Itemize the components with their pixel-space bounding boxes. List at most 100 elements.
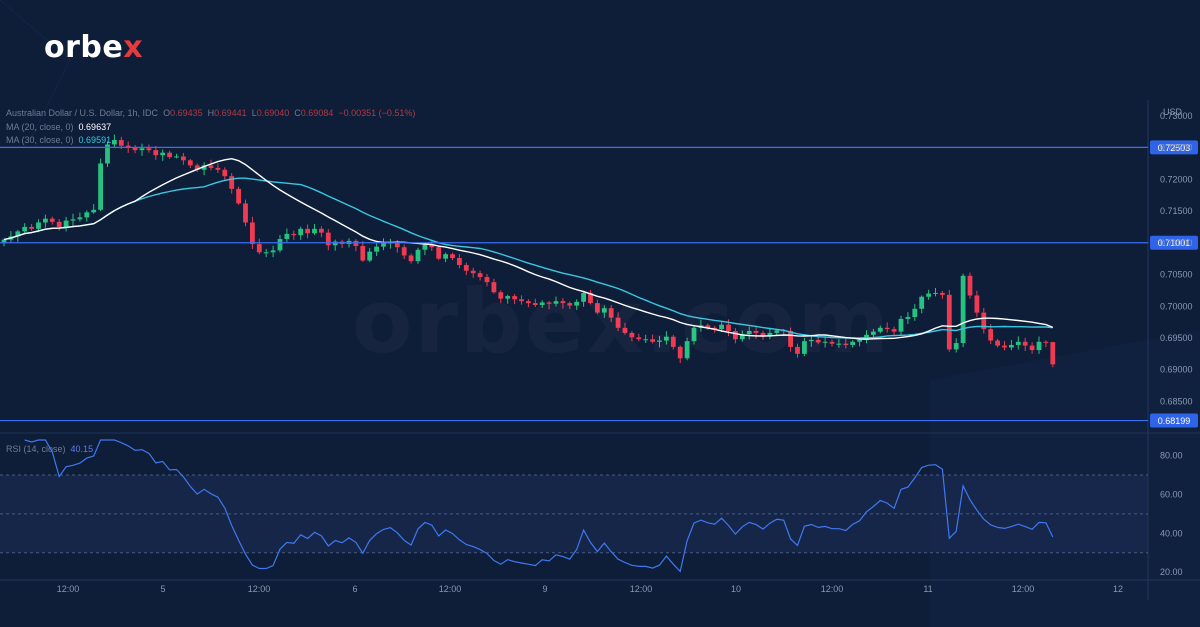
candle-body	[194, 165, 200, 170]
ma20-value: 0.69637	[78, 122, 112, 132]
candle-body	[284, 233, 290, 239]
time-tick-label: 11	[923, 584, 932, 594]
candle-body	[118, 139, 124, 146]
level-tag-label: 0.72503	[1158, 143, 1191, 153]
candle-body	[581, 292, 586, 302]
candle-body	[325, 232, 331, 246]
candle-body	[1, 239, 7, 243]
candle-body	[657, 340, 662, 342]
price-tick-label: 0.71000	[1160, 238, 1193, 248]
candle-body	[236, 188, 241, 204]
candle-body	[726, 324, 731, 331]
candle-body	[84, 212, 90, 218]
candle-body	[981, 312, 987, 330]
rsi-legend: RSI (14, close) 40.15	[6, 444, 93, 454]
candle-body	[940, 292, 945, 295]
candle-body	[829, 341, 835, 344]
axes: USD0.730000.725000.720000.715000.710000.…	[57, 107, 1193, 594]
candle-body	[1043, 341, 1049, 343]
horizontal-levels: 0.72503 0.71001 0.68199	[0, 140, 1198, 428]
candle-body	[498, 292, 504, 299]
candle-body	[822, 341, 828, 343]
candle-body	[684, 341, 690, 359]
logo-x: x	[123, 30, 144, 65]
candle-body	[250, 222, 255, 245]
candle-body	[457, 258, 462, 265]
candle-body	[208, 165, 214, 168]
candle-body	[1029, 345, 1035, 351]
candle-body	[367, 251, 373, 261]
price-tick-label: 0.70500	[1160, 270, 1193, 280]
candle-body	[919, 296, 925, 309]
candle-body	[222, 169, 228, 177]
ma20-legend: MA (20, close, 0) 0.69637	[6, 122, 111, 132]
candle-body	[56, 221, 62, 227]
candle-body	[891, 329, 897, 332]
candle-body	[201, 165, 207, 170]
candle-body	[22, 226, 28, 232]
candle-body	[270, 250, 276, 253]
time-tick-label: 9	[542, 584, 547, 594]
candle-body	[132, 147, 138, 151]
rsi-band-fill	[0, 474, 1148, 553]
rsi-value: 40.15	[70, 444, 94, 454]
moving-averages	[3, 157, 1054, 340]
time-tick-label: 10	[731, 584, 741, 594]
candle-body	[795, 346, 800, 354]
candle-body	[526, 301, 531, 304]
price-tick-label: 0.73000	[1160, 111, 1193, 121]
time-tick-label: 12:00	[821, 584, 844, 594]
candle-body	[263, 252, 269, 254]
candle-body	[105, 144, 110, 164]
candle-body	[139, 148, 145, 151]
candle-body	[898, 318, 904, 332]
candle-body	[877, 327, 883, 332]
candle-body	[450, 254, 455, 259]
candle-body	[187, 160, 193, 166]
candle-body	[553, 301, 559, 304]
candle-body	[319, 228, 324, 233]
candle-body	[905, 317, 911, 319]
candle-body	[146, 148, 152, 151]
high-value: 0.69441	[214, 108, 247, 118]
candle-body	[546, 302, 552, 304]
candle-body	[767, 332, 773, 337]
candle-body	[629, 332, 635, 338]
candle-body	[505, 296, 511, 299]
candle-body	[422, 244, 428, 250]
candle-body	[429, 244, 435, 248]
candle-body	[125, 145, 131, 148]
rsi-line	[24, 439, 1054, 573]
candle-body	[636, 337, 642, 340]
candle-body	[36, 222, 41, 229]
candle-body	[174, 156, 179, 158]
price-tick-label: 0.72000	[1160, 174, 1193, 184]
candle-body	[312, 228, 317, 234]
price-tick-label: 0.71500	[1160, 206, 1193, 216]
candle-body	[70, 219, 76, 221]
candle-body	[291, 233, 297, 236]
price-tick-label: 0.69500	[1160, 333, 1193, 343]
candle-body	[332, 241, 338, 246]
candle-body	[443, 254, 448, 259]
candle-body	[381, 243, 386, 247]
candle-body	[401, 247, 407, 256]
candle-body	[167, 152, 172, 158]
candle-body	[1009, 344, 1014, 348]
price-tick-label: 0.70000	[1160, 301, 1193, 311]
time-tick-label: 12:00	[630, 584, 653, 594]
candle-body	[63, 220, 69, 227]
change-value: −0.00351 (−0.51%)	[338, 108, 416, 118]
candle-body	[491, 282, 497, 293]
candle-body	[256, 244, 262, 253]
candle-body	[408, 255, 414, 262]
candle-body	[802, 341, 807, 354]
candle-body	[871, 331, 876, 335]
candle-body	[739, 334, 745, 340]
candle-body	[29, 226, 34, 229]
candle-body	[753, 331, 759, 333]
candle-body	[836, 343, 842, 345]
ma30-label: MA (30, close, 0)	[6, 135, 74, 145]
candle-body	[512, 296, 517, 300]
